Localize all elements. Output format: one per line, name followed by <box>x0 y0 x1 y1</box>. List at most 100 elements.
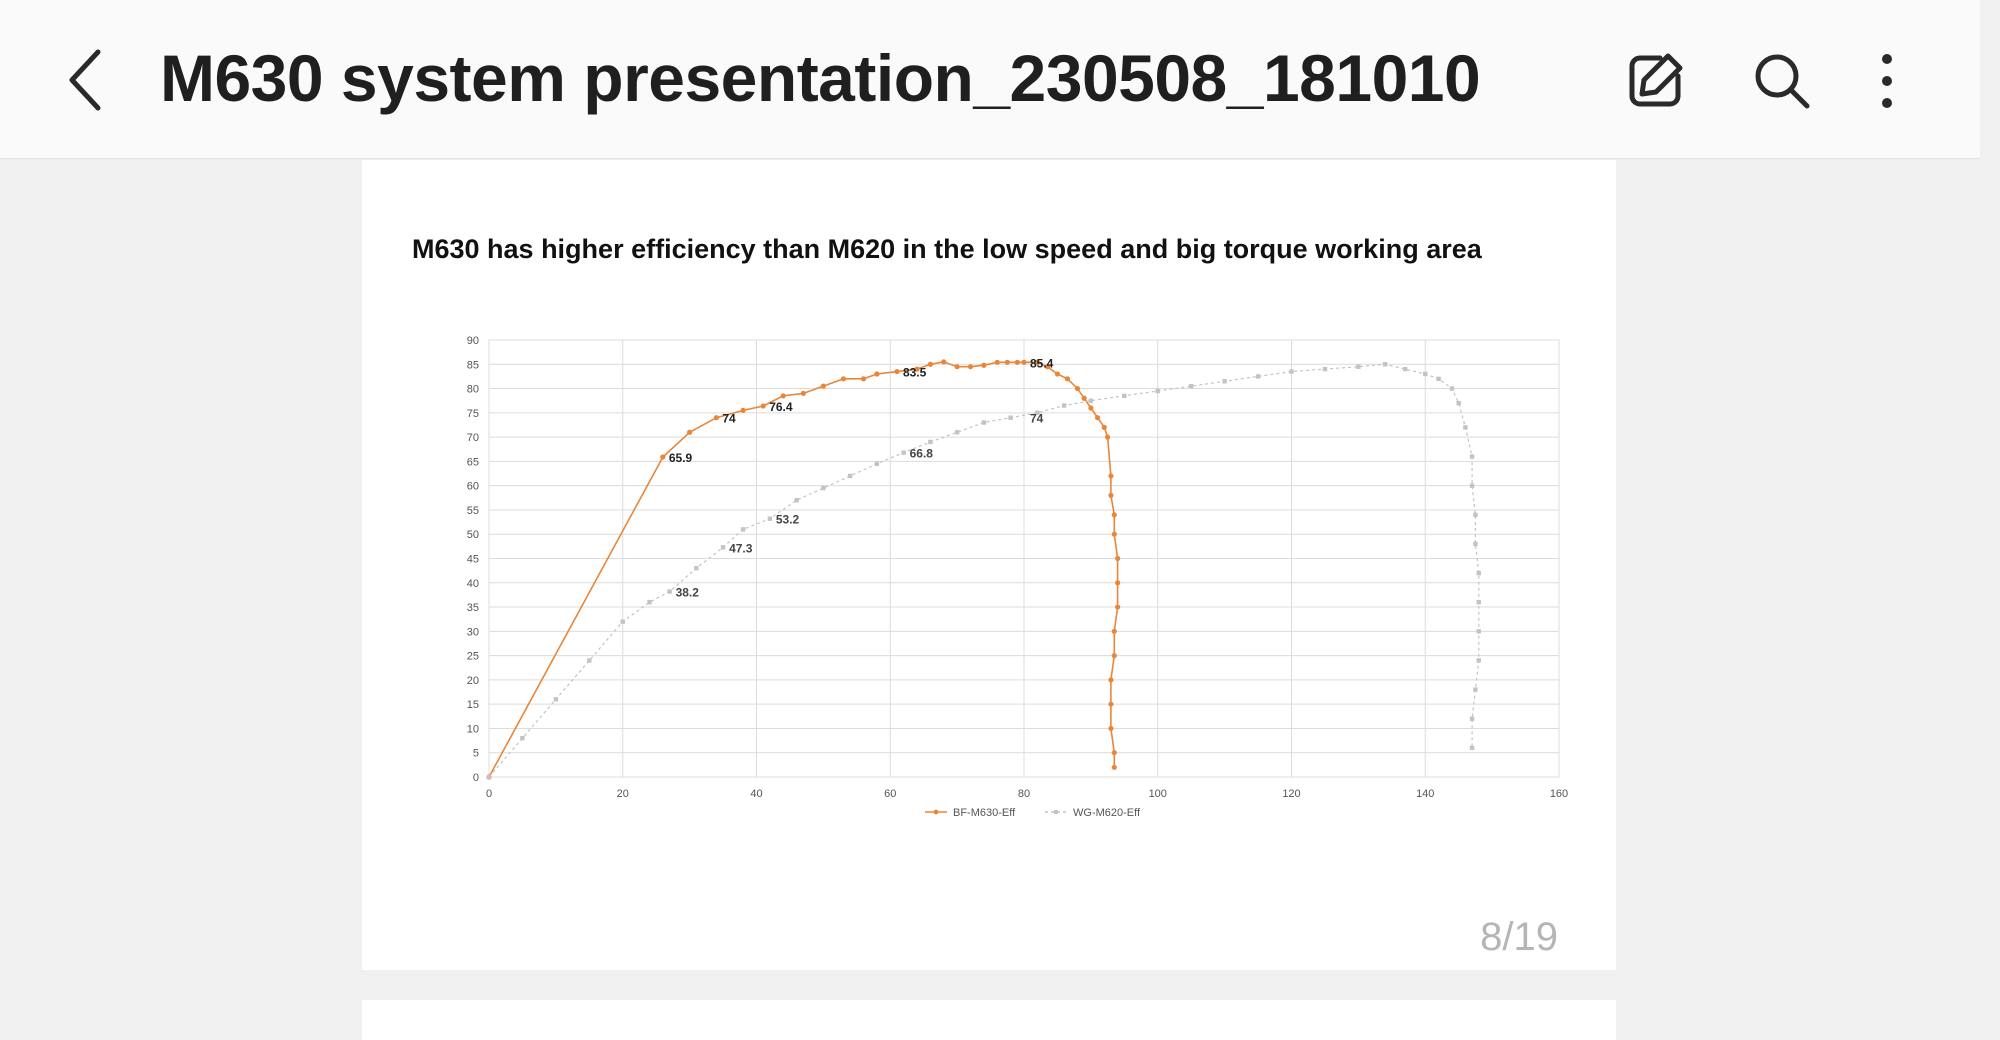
data-point-BF-M630-Eff <box>1111 750 1117 756</box>
data-point-WG-M620-Eff <box>1322 366 1328 372</box>
chevron-left-icon <box>69 49 101 111</box>
data-point-BF-M630-Eff <box>1108 725 1114 732</box>
data-point-WG-M620-Eff <box>620 619 625 624</box>
y-tick-label: 30 <box>467 626 479 638</box>
data-point-WG-M620-Eff <box>1463 425 1468 430</box>
data-label: 38.2 <box>676 586 700 600</box>
y-tick-label: 85 <box>467 359 479 371</box>
data-point-BF-M630-Eff <box>1014 359 1020 365</box>
data-point-BF-M630-Eff <box>981 362 987 368</box>
y-tick-label: 70 <box>467 432 479 444</box>
x-tick-label: 140 <box>1416 788 1434 800</box>
edit-icon <box>1629 53 1683 107</box>
data-point-BF-M630-Eff <box>740 407 746 414</box>
data-point-BF-M630-Eff <box>660 454 666 460</box>
data-point-BF-M630-Eff <box>874 371 880 377</box>
data-label: 74 <box>722 412 736 426</box>
data-point-WG-M620-Eff <box>1088 398 1094 403</box>
data-point-WG-M620-Eff <box>794 498 799 503</box>
y-tick-label: 5 <box>473 748 479 760</box>
data-point-BF-M630-Eff <box>860 376 867 382</box>
data-point-WG-M620-Eff <box>1222 379 1227 384</box>
data-point-BF-M630-Eff <box>967 364 974 370</box>
data-point-BF-M630-Eff <box>1104 434 1111 440</box>
y-tick-label: 80 <box>467 384 479 396</box>
data-point-BF-M630-Eff <box>820 383 826 389</box>
data-point-WG-M620-Eff <box>874 461 880 467</box>
y-tick-label: 50 <box>467 529 479 541</box>
data-point-WG-M620-Eff <box>720 545 726 550</box>
data-point-WG-M620-Eff <box>667 589 672 594</box>
data-point-BF-M630-Eff <box>941 359 947 365</box>
y-tick-label: 60 <box>467 481 479 493</box>
data-point-WG-M620-Eff <box>520 735 525 741</box>
legend-label: BF-M630-Eff <box>953 807 1016 819</box>
data-point-BF-M630-Eff <box>1108 473 1114 479</box>
data-point-WG-M620-Eff <box>740 527 746 532</box>
data-point-WG-M620-Eff <box>1289 369 1294 374</box>
data-point-BF-M630-Eff <box>1004 359 1010 365</box>
data-point-BF-M630-Eff <box>1115 604 1121 610</box>
data-point-WG-M620-Eff <box>954 430 960 435</box>
x-tick-label: 160 <box>1550 788 1568 800</box>
data-point-WG-M620-Eff <box>981 420 987 425</box>
data-point-WG-M620-Eff <box>821 485 826 491</box>
more-options-button[interactable] <box>1852 46 1922 116</box>
data-label: 66.8 <box>910 447 934 461</box>
data-point-WG-M620-Eff <box>1476 600 1481 605</box>
data-point-BF-M630-Eff <box>1088 405 1094 411</box>
y-tick-label: 45 <box>467 554 479 566</box>
data-point-WG-M620-Eff <box>901 450 906 455</box>
data-point-BF-M630-Eff <box>1054 371 1061 377</box>
data-point-WG-M620-Eff <box>1035 410 1040 416</box>
y-tick-label: 55 <box>467 505 479 517</box>
data-point-WG-M620-Eff <box>1469 483 1475 488</box>
data-label: 85.4 <box>1030 356 1054 370</box>
edit-button[interactable] <box>1620 46 1690 116</box>
data-point-WG-M620-Eff <box>1473 512 1478 517</box>
data-point-BF-M630-Eff <box>1094 415 1101 421</box>
legend-marker <box>933 809 939 815</box>
y-tick-label: 35 <box>467 602 479 614</box>
data-point-BF-M630-Eff <box>1108 492 1114 498</box>
data-point-WG-M620-Eff <box>486 774 492 780</box>
data-point-WG-M620-Eff <box>1008 415 1013 420</box>
data-point-BF-M630-Eff <box>1111 512 1117 518</box>
data-point-WG-M620-Eff <box>694 566 699 571</box>
slide-title: M630 has higher efficiency than M620 in … <box>412 234 1482 264</box>
data-point-BF-M630-Eff <box>1108 701 1114 707</box>
data-point-WG-M620-Eff <box>647 600 652 605</box>
data-point-BF-M630-Eff <box>840 376 847 382</box>
data-point-WG-M620-Eff <box>553 697 559 702</box>
data-point-BF-M630-Eff <box>914 366 920 372</box>
data-point-BF-M630-Eff <box>1115 555 1121 562</box>
data-point-BF-M630-Eff <box>780 393 786 399</box>
x-tick-label: 20 <box>617 788 629 800</box>
search-button[interactable] <box>1747 46 1817 116</box>
data-point-WG-M620-Eff <box>1382 362 1388 367</box>
data-point-WG-M620-Eff <box>1402 366 1408 372</box>
data-point-WG-M620-Eff <box>1255 374 1261 379</box>
legend-label: WG-M620-Eff <box>1073 807 1141 819</box>
data-label: 83.5 <box>903 366 927 380</box>
data-point-WG-M620-Eff <box>1449 386 1455 391</box>
data-point-BF-M630-Eff <box>760 403 766 409</box>
data-point-BF-M630-Eff <box>800 390 806 397</box>
efficiency-chart: 0 5 10 15 20 25 30 35 40 45 50 55 60 65 70 75 80 85 90 0 20 4… <box>467 335 1568 819</box>
y-tick-label: 75 <box>467 408 479 420</box>
slide-page: M630 has higher efficiency than M620 in … <box>362 160 1616 970</box>
data-point-BF-M630-Eff <box>954 364 960 370</box>
back-button[interactable] <box>58 44 122 116</box>
data-point-WG-M620-Eff <box>587 658 592 663</box>
data-point-WG-M620-Eff <box>1476 658 1481 663</box>
data-point-BF-M630-Eff <box>1081 395 1087 401</box>
data-point-WG-M620-Eff <box>1469 716 1475 721</box>
y-tick-label: 15 <box>467 699 479 711</box>
data-label: 74 <box>1030 412 1044 426</box>
data-point-WG-M620-Eff <box>1476 629 1481 634</box>
data-label: 47.3 <box>729 541 753 555</box>
y-tick-label: 10 <box>467 723 479 735</box>
y-tick-label: 20 <box>467 675 479 687</box>
data-point-WG-M620-Eff <box>1423 371 1428 377</box>
data-point-BF-M630-Eff <box>1111 531 1117 537</box>
